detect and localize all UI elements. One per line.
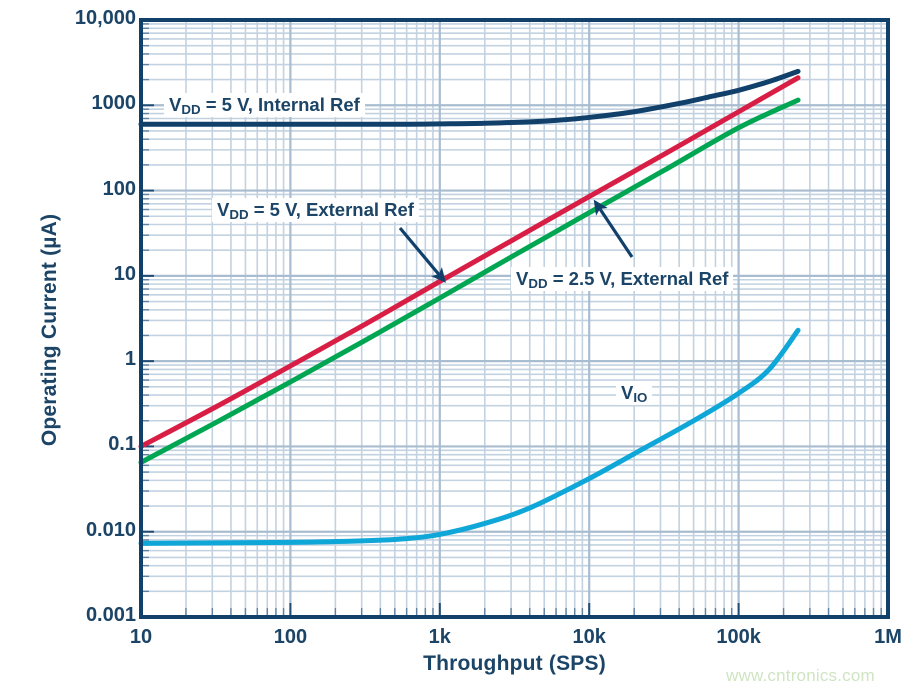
annotation-arrow-external-ref-5v <box>398 226 446 283</box>
x-tick-label: 100 <box>273 626 308 648</box>
y-tick-label: 100 <box>102 177 136 200</box>
annotation-arrow-external-ref-2p5v <box>593 199 634 258</box>
x-tick-label: 100k <box>716 626 761 648</box>
series-line-3 <box>138 327 801 546</box>
data-series-layer <box>138 68 801 546</box>
x-tick-label: 10k <box>572 626 606 648</box>
series-line-0 <box>138 68 801 127</box>
x-axis-title: Throughput (SPS) <box>423 652 606 675</box>
x-tick-label: 10 <box>129 626 153 648</box>
annotation-external-ref-2p5v: VDD = 2.5 V, External Ref <box>511 267 734 292</box>
annotation-external-ref-5v: VDD = 5 V, External Ref <box>212 198 419 223</box>
series-line-1 <box>138 75 801 449</box>
y-tick-label: 1 <box>124 348 136 371</box>
annotation-vio: VIO <box>616 381 653 406</box>
x-tick-label: 1M <box>874 626 902 648</box>
plot-frame <box>139 18 890 619</box>
y-tick-label: 0.1 <box>108 433 136 456</box>
series-line-2 <box>138 97 801 465</box>
x-tick-label: 1k <box>428 626 451 648</box>
y-tick-label: 0.010 <box>85 518 136 541</box>
watermark: www.cntronics.com <box>726 666 875 685</box>
y-tick-label: 10,000 <box>74 7 136 29</box>
annotation-internal-ref: VDD = 5 V, Internal Ref <box>164 93 365 118</box>
annotation-arrows <box>398 199 634 283</box>
y-tick-label: 1000 <box>91 92 137 115</box>
y-tick-label: 0.001 <box>85 604 136 626</box>
y-tick-label: 10 <box>113 262 136 285</box>
